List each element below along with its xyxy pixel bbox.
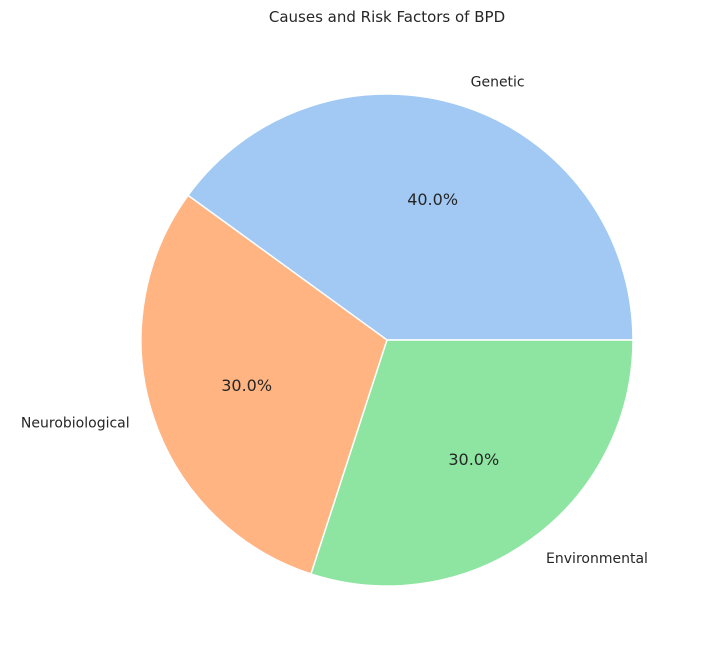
slice-percent-genetic: 40.0% xyxy=(407,190,458,209)
slice-label-genetic: Genetic xyxy=(471,75,525,91)
slice-percent-neurobiological: 30.0% xyxy=(221,376,272,395)
slice-label-neurobiological: Neurobiological xyxy=(21,416,130,432)
pie-labels: Genetic 40.0% Neurobiological 30.0% Environm… xyxy=(21,75,648,567)
pie-slice-neurobiological xyxy=(140,194,388,575)
slice-label-environmental: Environmental xyxy=(546,551,648,567)
pie-slices xyxy=(140,93,634,587)
slice-percent-environmental: 30.0% xyxy=(448,450,499,469)
pie-slice-genetic xyxy=(187,93,634,341)
pie-slice-environmental xyxy=(310,339,634,587)
chart-title: Causes and Risk Factors of BPD xyxy=(268,8,506,26)
